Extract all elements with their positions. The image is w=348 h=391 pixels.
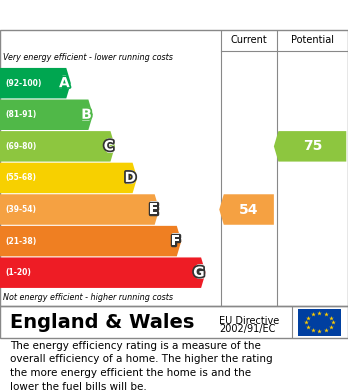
Text: (1-20): (1-20)	[5, 268, 31, 277]
Polygon shape	[0, 257, 206, 288]
Text: D: D	[125, 169, 136, 183]
Text: A: A	[59, 76, 70, 90]
Polygon shape	[219, 194, 274, 225]
Text: F: F	[171, 232, 180, 246]
Text: C: C	[104, 142, 114, 156]
Text: C: C	[105, 139, 115, 153]
Text: D: D	[124, 171, 135, 185]
Text: E: E	[149, 200, 158, 214]
Text: The energy efficiency rating is a measure of the
overall efficiency of a home. T: The energy efficiency rating is a measur…	[10, 341, 273, 391]
Text: (81-91): (81-91)	[5, 110, 37, 119]
Text: Not energy efficient - higher running costs: Not energy efficient - higher running co…	[3, 293, 174, 302]
Text: E: E	[150, 203, 159, 217]
Text: D: D	[125, 173, 136, 187]
Text: A: A	[60, 76, 71, 90]
Polygon shape	[0, 194, 159, 225]
Polygon shape	[0, 100, 93, 130]
Text: D: D	[125, 171, 136, 185]
Text: B: B	[81, 108, 92, 122]
Text: 54: 54	[239, 203, 259, 217]
Text: G: G	[193, 268, 205, 282]
Text: Current: Current	[230, 36, 267, 45]
Text: E: E	[148, 203, 157, 217]
Text: (21-38): (21-38)	[5, 237, 37, 246]
Text: B: B	[81, 110, 92, 124]
Text: (69-80): (69-80)	[5, 142, 37, 151]
Polygon shape	[274, 131, 346, 161]
Polygon shape	[0, 68, 71, 99]
Text: (55-68): (55-68)	[5, 174, 36, 183]
Text: B: B	[80, 108, 91, 122]
Text: G: G	[192, 266, 204, 280]
Text: Very energy efficient - lower running costs: Very energy efficient - lower running co…	[3, 53, 173, 62]
Polygon shape	[0, 226, 181, 256]
Text: A: A	[58, 76, 69, 90]
Text: B: B	[81, 108, 92, 122]
Text: England & Wales: England & Wales	[10, 313, 195, 332]
Text: (39-54): (39-54)	[5, 205, 36, 214]
Text: Energy Efficiency Rating: Energy Efficiency Rating	[10, 6, 239, 24]
Text: A: A	[59, 76, 70, 90]
Polygon shape	[0, 131, 115, 161]
Text: G: G	[193, 266, 205, 280]
Text: F: F	[170, 234, 179, 248]
Text: C: C	[104, 137, 114, 151]
Text: G: G	[193, 264, 205, 278]
Text: B: B	[81, 106, 92, 120]
Text: A: A	[59, 78, 70, 92]
Text: E: E	[149, 205, 158, 219]
Text: F: F	[171, 234, 180, 248]
Text: G: G	[193, 266, 205, 280]
Text: E: E	[149, 203, 158, 217]
Text: C: C	[104, 139, 114, 153]
Text: B: B	[82, 108, 93, 122]
Text: A: A	[59, 74, 70, 88]
Text: Potential: Potential	[291, 36, 334, 45]
Text: D: D	[125, 171, 136, 185]
Text: G: G	[194, 266, 206, 280]
Text: E: E	[149, 203, 158, 217]
Bar	[298, 309, 341, 335]
Text: F: F	[171, 234, 180, 248]
Text: 75: 75	[303, 139, 322, 153]
Text: (92-100): (92-100)	[5, 79, 42, 88]
Text: C: C	[104, 139, 114, 153]
Text: EU Directive: EU Directive	[219, 316, 279, 326]
Text: C: C	[103, 139, 113, 153]
Text: F: F	[171, 236, 180, 250]
Text: 2002/91/EC: 2002/91/EC	[219, 324, 276, 334]
Polygon shape	[0, 163, 137, 193]
Text: D: D	[126, 171, 137, 185]
Text: F: F	[172, 234, 181, 248]
